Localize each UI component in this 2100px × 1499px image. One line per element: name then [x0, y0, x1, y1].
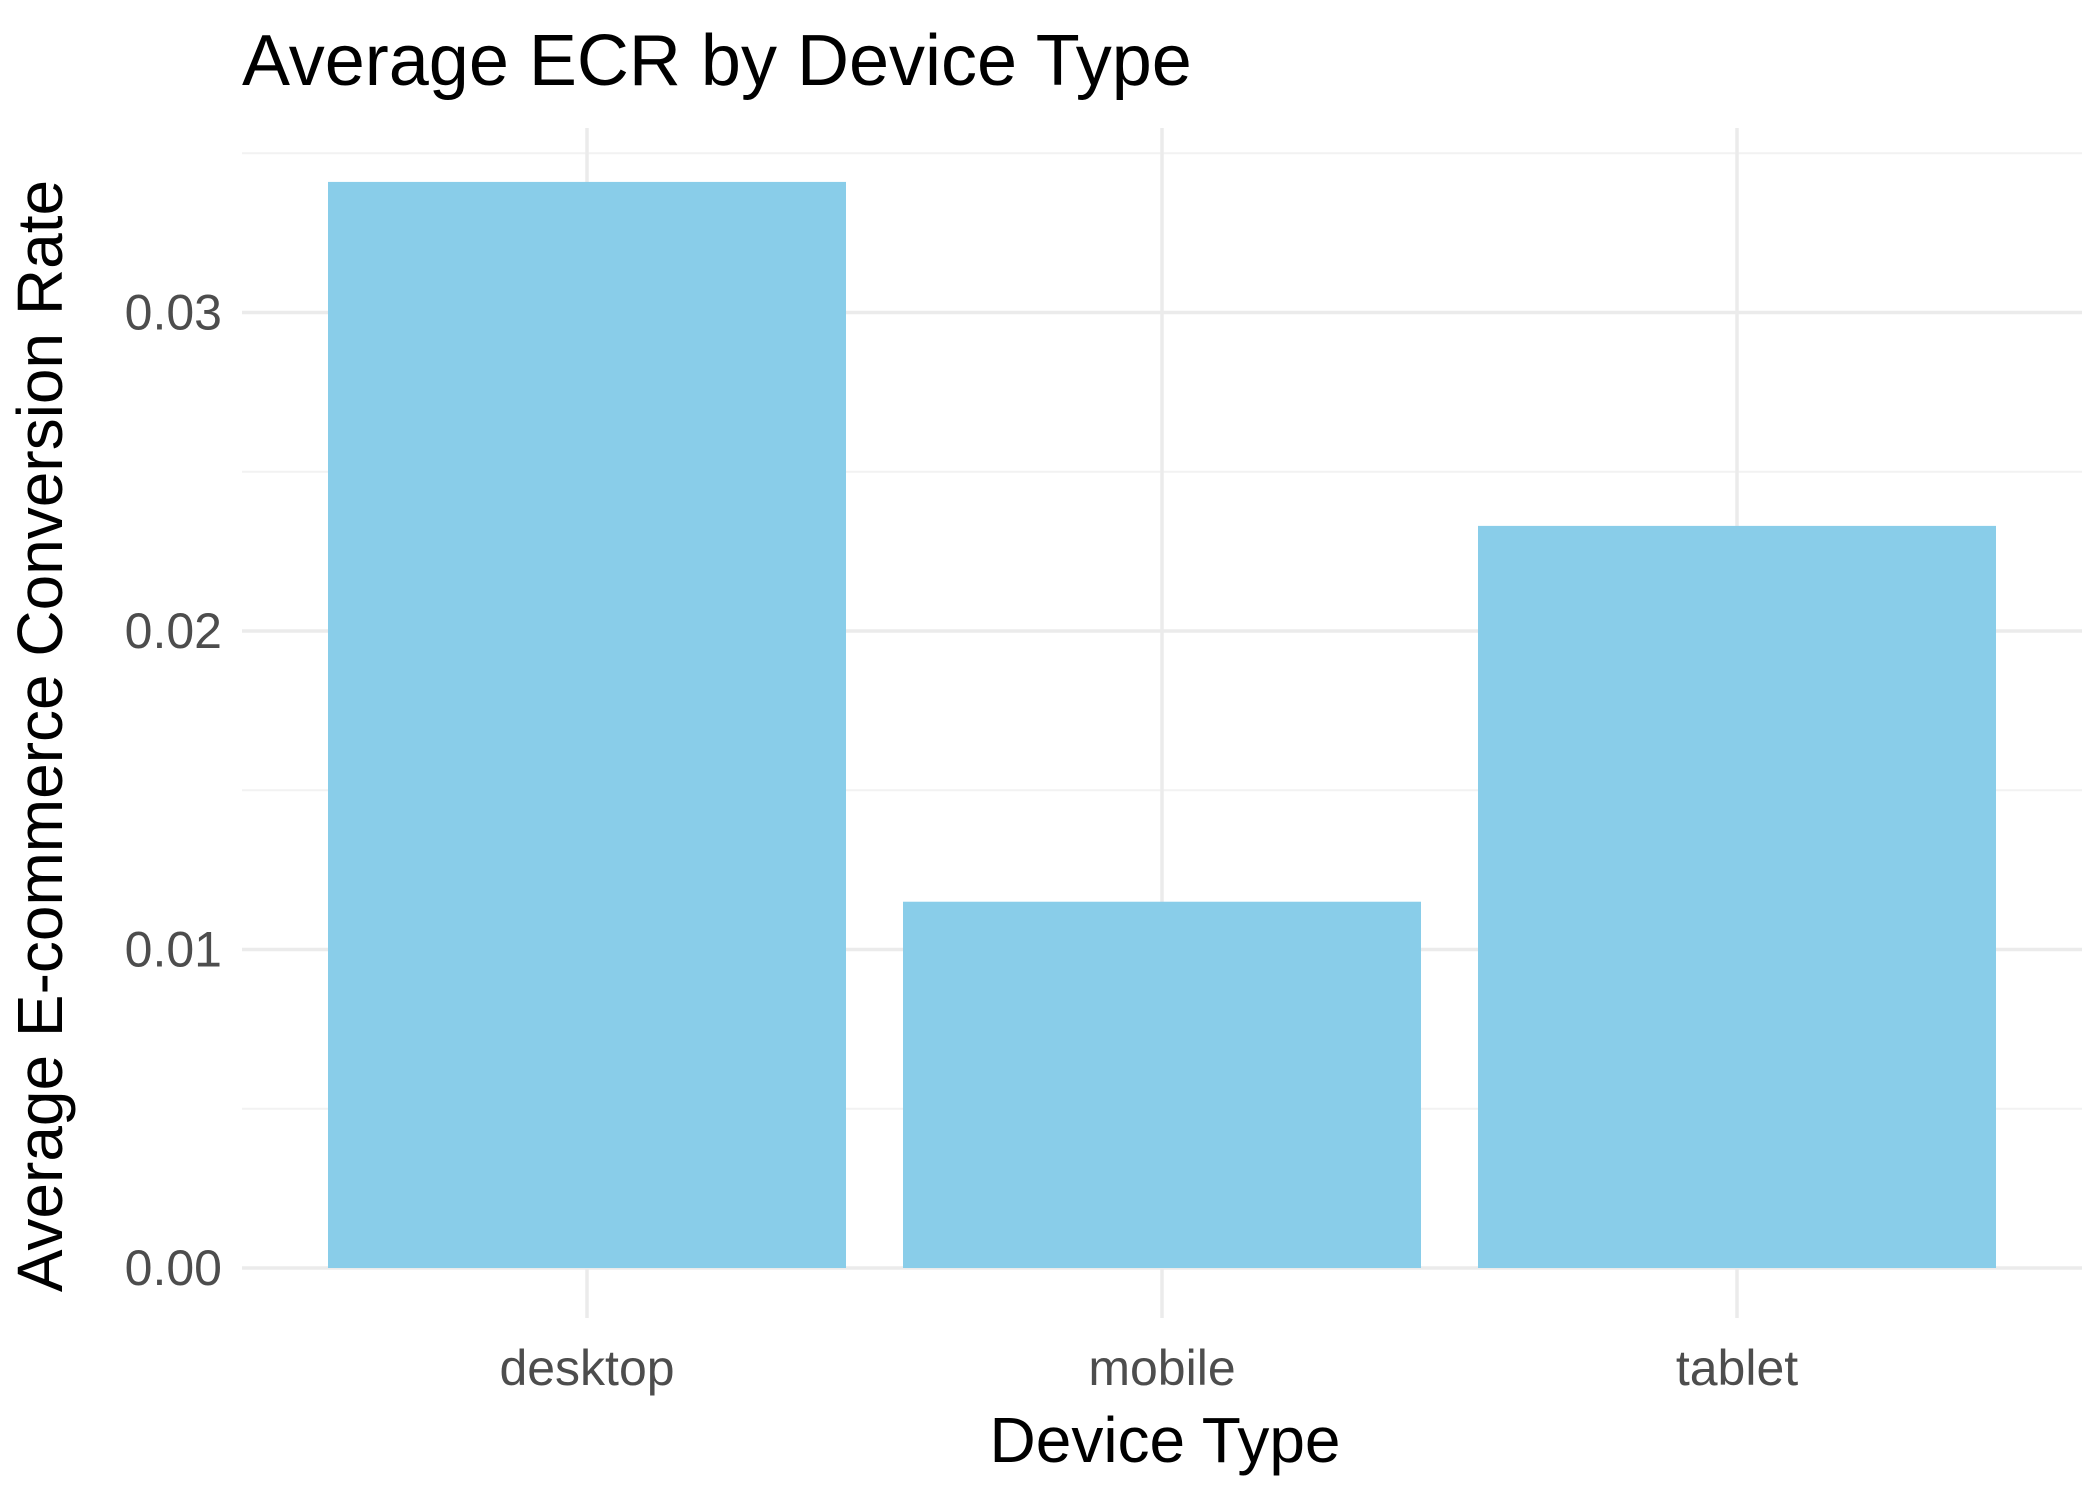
y-tick-label: 0.03: [125, 285, 222, 341]
bars: [328, 181, 1996, 1268]
x-tick-label: desktop: [499, 1340, 674, 1396]
x-axis-ticks: desktop mobile tablet: [499, 1340, 1798, 1396]
x-tick-label: tablet: [1676, 1340, 1798, 1396]
x-tick-label: mobile: [1088, 1340, 1235, 1396]
y-axis-ticks: 0.00 0.01 0.02 0.03: [125, 285, 222, 1297]
y-axis-title: Average E-commerce Conversion Rate: [4, 180, 76, 1292]
y-tick-label: 0.00: [125, 1240, 222, 1296]
y-tick-label: 0.02: [125, 603, 222, 659]
bar-desktop: [328, 181, 846, 1268]
x-axis-title: Device Type: [990, 1404, 1341, 1476]
chart-title: Average ECR by Device Type: [242, 21, 1192, 101]
y-tick-label: 0.01: [125, 922, 222, 978]
bar-tablet: [1478, 525, 1996, 1268]
bar-mobile: [903, 901, 1421, 1268]
